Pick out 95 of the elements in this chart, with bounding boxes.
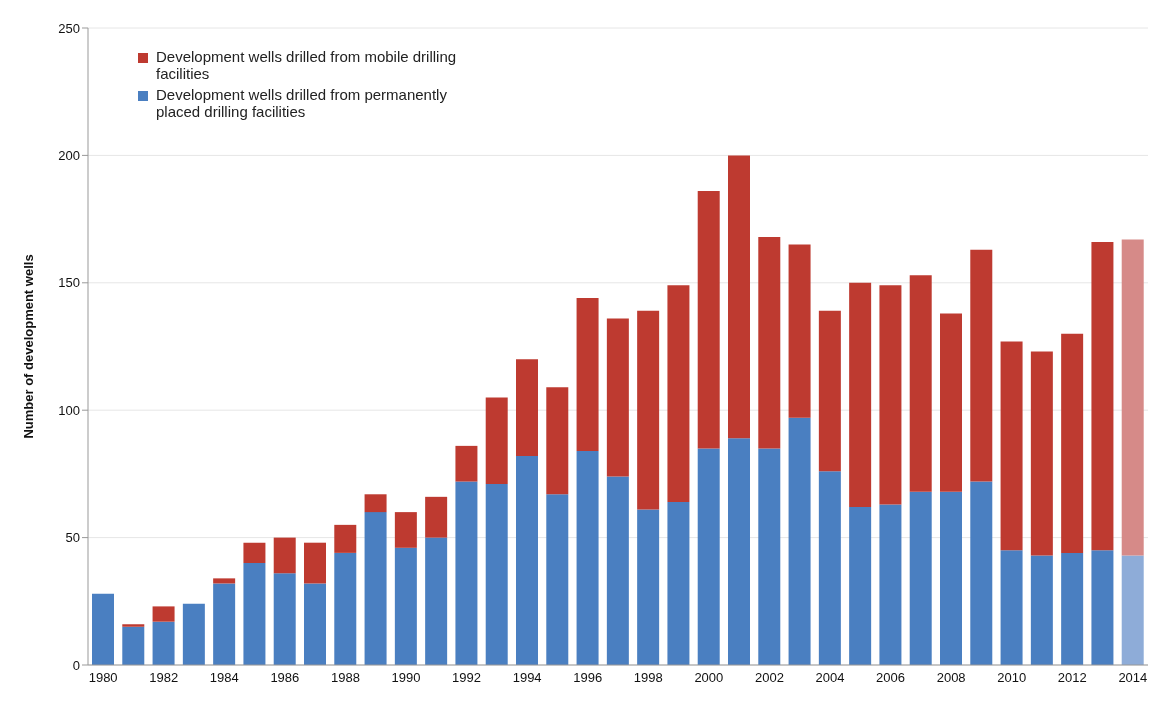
- bar: [818, 310, 841, 472]
- legend-label: Development wells drilled from permanently placed drilling facilities: [156, 86, 448, 120]
- x-tick-label: 1984: [209, 670, 239, 686]
- bar: [92, 593, 114, 665]
- x-tick-label: 1994: [512, 670, 542, 686]
- bar: [152, 621, 175, 665]
- bar: [697, 448, 720, 665]
- bar: [243, 542, 266, 564]
- bar: [728, 438, 750, 665]
- bar: [940, 313, 962, 492]
- bar: [485, 484, 508, 665]
- bar: [394, 547, 417, 665]
- bar: [394, 512, 417, 548]
- x-tick-label: 2002: [754, 670, 784, 686]
- bar: [909, 275, 932, 492]
- bar: [667, 501, 690, 665]
- bar: [304, 583, 326, 665]
- bar: [455, 445, 478, 482]
- bar: [213, 578, 236, 584]
- bar: [606, 318, 629, 477]
- bar: [606, 476, 629, 665]
- bar: [940, 491, 962, 665]
- x-tick-label: 2014: [1118, 670, 1148, 686]
- x-tick-label: 2010: [997, 670, 1027, 686]
- x-tick-label: 1982: [149, 670, 179, 686]
- bar: [1030, 351, 1053, 556]
- bar: [788, 417, 811, 665]
- bar: [818, 471, 841, 665]
- y-axis-title: Number of development wells: [20, 254, 36, 439]
- bar: [182, 603, 205, 665]
- bar: [909, 491, 932, 665]
- bar: [879, 504, 902, 665]
- bar: [122, 626, 145, 665]
- bar: [788, 244, 811, 418]
- bar: [425, 537, 448, 665]
- bar: [758, 236, 781, 449]
- y-tick-label: 250: [58, 20, 80, 36]
- bar: [637, 310, 660, 510]
- bar: [273, 537, 296, 574]
- bar: [1121, 239, 1144, 556]
- x-tick-label: 2004: [815, 670, 845, 686]
- y-tick-label: 50: [65, 530, 80, 546]
- legend-label: Development wells drilled from mobile drilling facilities: [156, 48, 458, 82]
- bar: [516, 359, 538, 457]
- bar: [213, 583, 236, 665]
- bar: [1091, 550, 1114, 665]
- y-tick-label: 200: [58, 148, 80, 164]
- bar: [970, 249, 993, 482]
- bar: [485, 397, 508, 485]
- x-tick-label: 2006: [876, 670, 906, 686]
- bar: [334, 524, 357, 553]
- bar: [879, 285, 902, 505]
- x-tick-label: 1992: [452, 670, 482, 686]
- x-tick-label: 2012: [1057, 670, 1087, 686]
- bar: [1061, 333, 1084, 553]
- x-tick-label: 1990: [391, 670, 421, 686]
- bar: [334, 552, 357, 665]
- bar: [546, 387, 569, 495]
- bar: [122, 624, 145, 627]
- bar: [667, 285, 690, 502]
- bar: [516, 456, 538, 665]
- bar: [364, 512, 387, 665]
- bar: [152, 606, 175, 622]
- bar: [1121, 555, 1144, 665]
- y-tick-label: 100: [58, 402, 80, 418]
- bar: [546, 494, 569, 665]
- bar: [1061, 552, 1084, 665]
- x-tick-label: 1980: [88, 670, 118, 686]
- bar: [364, 494, 387, 513]
- bar: [728, 155, 750, 439]
- y-tick-label: 150: [58, 275, 80, 291]
- bar: [455, 481, 478, 665]
- bar: [1030, 555, 1053, 665]
- x-tick-label: 2000: [694, 670, 724, 686]
- bar: [243, 563, 266, 665]
- bar: [1000, 341, 1023, 551]
- x-tick-label: 1996: [573, 670, 603, 686]
- bar: [273, 573, 296, 665]
- bar: [576, 298, 599, 451]
- x-tick-label: 2008: [936, 670, 966, 686]
- y-tick-label: 0: [72, 657, 80, 673]
- x-tick-label: 1986: [270, 670, 300, 686]
- bar: [1091, 242, 1114, 551]
- bar: [1000, 550, 1023, 665]
- bar: [849, 282, 872, 508]
- x-tick-label: 1988: [330, 670, 360, 686]
- bar: [758, 448, 781, 665]
- bar: [637, 509, 660, 665]
- bar: [970, 481, 993, 665]
- bar: [304, 542, 326, 584]
- x-tick-label: 1998: [633, 670, 663, 686]
- bar: [849, 507, 872, 665]
- bar: [576, 450, 599, 665]
- bar: [425, 496, 448, 538]
- bar: [697, 191, 720, 449]
